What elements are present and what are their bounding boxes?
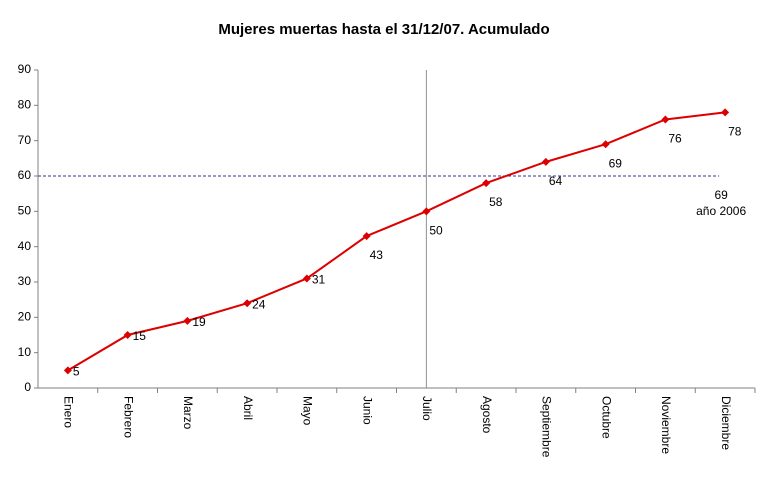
x-tick-label: Abril: [241, 396, 255, 420]
y-tick-label: 80: [18, 98, 32, 112]
y-tick-label: 90: [18, 62, 32, 76]
marker: [661, 115, 670, 124]
reference-annotation: 69: [714, 188, 728, 202]
x-tick-label: Noviembre: [659, 396, 673, 454]
data-label: 76: [668, 132, 682, 146]
data-label: 78: [728, 125, 742, 139]
marker: [422, 207, 431, 216]
data-label: 43: [370, 248, 384, 262]
x-tick-label: Julio: [420, 396, 434, 421]
x-tick-label: Febrero: [121, 396, 135, 438]
y-tick-label: 70: [18, 133, 32, 147]
chart-title: Mujeres muertas hasta el 31/12/07. Acumu…: [218, 21, 549, 38]
data-label: 69: [609, 156, 623, 170]
y-tick-label: 40: [18, 239, 32, 253]
marker: [63, 366, 72, 375]
data-label: 24: [252, 297, 266, 311]
marker: [183, 316, 192, 325]
marker: [302, 274, 311, 283]
x-tick-label: Septiembre: [540, 396, 554, 458]
marker: [362, 232, 371, 241]
x-tick-label: Junio: [360, 396, 374, 425]
y-tick-label: 20: [18, 310, 32, 324]
y-tick-label: 60: [18, 168, 32, 182]
y-tick-label: 50: [18, 204, 32, 218]
y-tick-label: 10: [18, 345, 32, 359]
marker: [541, 157, 550, 166]
y-tick-label: 30: [18, 274, 32, 288]
data-label: 31: [312, 273, 326, 287]
series-line: [67, 111, 726, 372]
data-label: 58: [489, 195, 503, 209]
y-tick-label: 0: [24, 380, 31, 394]
data-label: 64: [549, 174, 563, 188]
x-tick-label: Enero: [62, 396, 76, 428]
data-label: 50: [429, 224, 443, 238]
x-tick-label: Octubre: [599, 396, 613, 439]
reference-annotation: año 2006: [696, 204, 746, 218]
x-tick-label: Diciembre: [719, 396, 733, 450]
x-tick-label: Marzo: [181, 396, 195, 430]
data-label: 5: [73, 365, 80, 379]
data-label: 15: [133, 329, 147, 343]
x-tick-label: Agosto: [480, 396, 494, 434]
x-tick-label: Mayo: [301, 396, 315, 426]
marker: [482, 179, 491, 188]
marker: [721, 108, 730, 117]
marker: [243, 299, 252, 308]
data-label: 19: [192, 315, 206, 329]
marker: [123, 331, 132, 339]
marker: [601, 140, 610, 149]
